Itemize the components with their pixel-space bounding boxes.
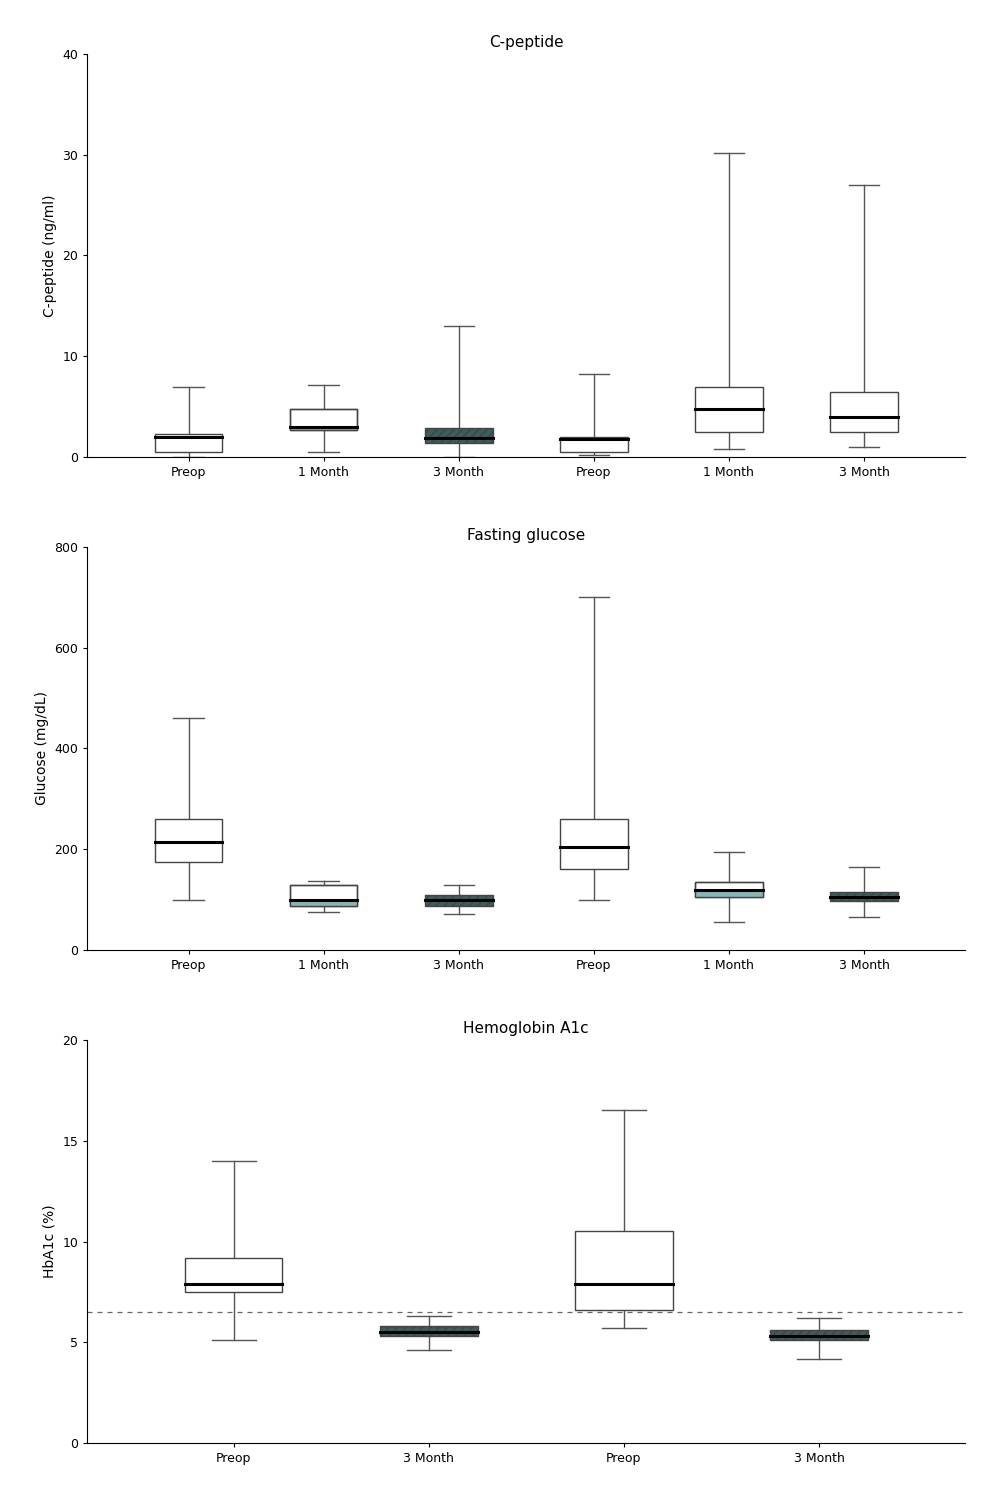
Bar: [290, 900, 357, 906]
Bar: [560, 436, 628, 451]
Bar: [290, 408, 357, 430]
Bar: [830, 892, 898, 902]
Bar: [695, 387, 763, 432]
Title: Hemoglobin A1c: Hemoglobin A1c: [463, 1022, 589, 1036]
Y-axis label: C-peptide (ng/ml): C-peptide (ng/ml): [43, 194, 57, 316]
Bar: [290, 885, 357, 906]
Bar: [575, 1232, 673, 1310]
Bar: [290, 408, 357, 430]
Bar: [770, 1330, 868, 1341]
Bar: [155, 433, 222, 451]
Bar: [425, 894, 493, 906]
Y-axis label: Glucose (mg/dL): Glucose (mg/dL): [35, 692, 49, 806]
Bar: [695, 882, 763, 897]
Bar: [560, 819, 628, 870]
Bar: [185, 1257, 282, 1292]
Title: Fasting glucose: Fasting glucose: [467, 528, 585, 543]
Bar: [695, 882, 763, 897]
Bar: [290, 427, 357, 430]
Bar: [695, 890, 763, 897]
Bar: [155, 819, 222, 862]
Y-axis label: HbA1c (%): HbA1c (%): [43, 1204, 57, 1278]
Title: C-peptide: C-peptide: [489, 34, 564, 50]
Bar: [290, 885, 357, 906]
Bar: [380, 1326, 478, 1336]
Bar: [425, 427, 493, 442]
Bar: [830, 392, 898, 432]
